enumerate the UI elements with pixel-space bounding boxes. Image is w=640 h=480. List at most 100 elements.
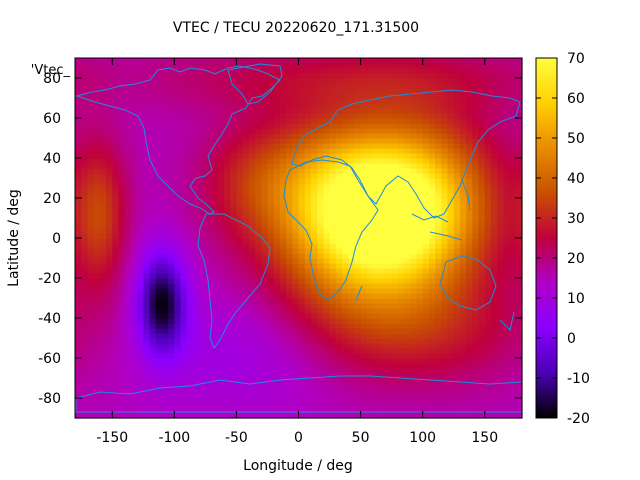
heatmap-cell [404,108,411,114]
heatmap-cell [112,293,120,299]
heatmap-cell [422,108,430,114]
heatmap-cell [112,378,120,384]
heatmap-cell [279,278,287,284]
heatmap-cell [112,313,120,319]
heatmap-cell [490,153,498,159]
heatmap-cell [323,123,331,129]
heatmap-cell [279,218,287,224]
heatmap-cell [93,348,101,354]
heatmap-cell [81,253,89,259]
heatmap-cell [199,238,206,244]
heatmap-cell [242,408,250,414]
heatmap-cell [335,123,343,129]
heatmap-cell [472,403,480,409]
heatmap-cell [404,328,411,334]
heatmap-cell [248,253,256,259]
heatmap-cell [112,413,120,419]
heatmap-cell [310,308,318,314]
heatmap-cell [503,73,511,79]
heatmap-cell [242,318,250,324]
heatmap-cell [143,363,151,369]
heatmap-cell [192,188,200,194]
heatmap-cell [366,203,374,209]
heatmap-cell [497,133,504,139]
heatmap-cell [416,218,424,224]
heatmap-cell [416,408,424,414]
heatmap-cell [261,333,269,339]
heatmap-cell [317,198,324,204]
heatmap-cell [149,168,157,174]
heatmap-cell [205,268,213,274]
heatmap-cell [292,323,300,329]
heatmap-cell [186,413,194,419]
heatmap-cell [478,218,486,224]
heatmap-cell [373,308,380,314]
heatmap-cell [174,393,182,399]
heatmap-cell [230,198,238,204]
heatmap-cell [484,258,492,264]
heatmap-cell [391,103,399,109]
heatmap-cell [354,358,362,364]
heatmap-cell [161,248,169,254]
heatmap-cell [87,373,95,379]
heatmap-cell [329,348,337,354]
heatmap-cell [472,213,480,219]
heatmap-cell [404,258,411,264]
heatmap-cell [373,98,380,104]
heatmap-cell [118,308,126,314]
heatmap-cell [379,78,387,84]
heatmap-cell [441,278,449,284]
heatmap-cell [118,173,126,179]
heatmap-cell [466,398,473,404]
heatmap-cell [242,168,250,174]
heatmap-cell [447,388,455,394]
heatmap-cell [174,288,182,294]
heatmap-cell [509,203,517,209]
heatmap-cell [298,338,306,344]
heatmap-cell [155,263,163,269]
heatmap-cell [447,213,455,219]
heatmap-cell [391,353,399,359]
heatmap-cell [161,138,169,144]
heatmap-cell [453,93,461,99]
heatmap-cell [329,93,337,99]
heatmap-cell [509,148,517,154]
heatmap-cell [341,353,349,359]
heatmap-cell [124,143,132,149]
heatmap-cell [261,218,269,224]
heatmap-cell [459,358,467,364]
heatmap-cell [217,233,225,239]
heatmap-cell [205,198,213,204]
heatmap-cell [279,153,287,159]
heatmap-cell [180,118,188,124]
heatmap-cell [490,413,498,419]
heatmap-cell [416,138,424,144]
heatmap-cell [379,413,387,419]
heatmap-cell [130,403,138,409]
heatmap-cell [459,208,467,214]
heatmap-cell [478,208,486,214]
heatmap-cell [497,103,504,109]
heatmap-cell [391,123,399,129]
heatmap-cell [261,183,269,189]
heatmap-cell [174,143,182,149]
heatmap-cell [441,98,449,104]
heatmap-cell [348,318,355,324]
heatmap-cell [205,83,213,89]
heatmap-cell [497,273,504,279]
heatmap-cell [106,133,113,139]
heatmap-cell [385,403,393,409]
heatmap-cell [335,358,343,364]
heatmap-cell [99,118,107,124]
heatmap-cell [87,253,95,259]
heatmap-cell [360,303,368,309]
heatmap-cell [180,398,188,404]
heatmap-cell [484,198,492,204]
heatmap-cell [242,78,250,84]
heatmap-cell [317,93,324,99]
heatmap-cell [211,173,219,179]
heatmap-cell [130,388,138,394]
heatmap-cell [149,213,157,219]
heatmap-cell [441,243,449,249]
heatmap-cell [279,108,287,114]
